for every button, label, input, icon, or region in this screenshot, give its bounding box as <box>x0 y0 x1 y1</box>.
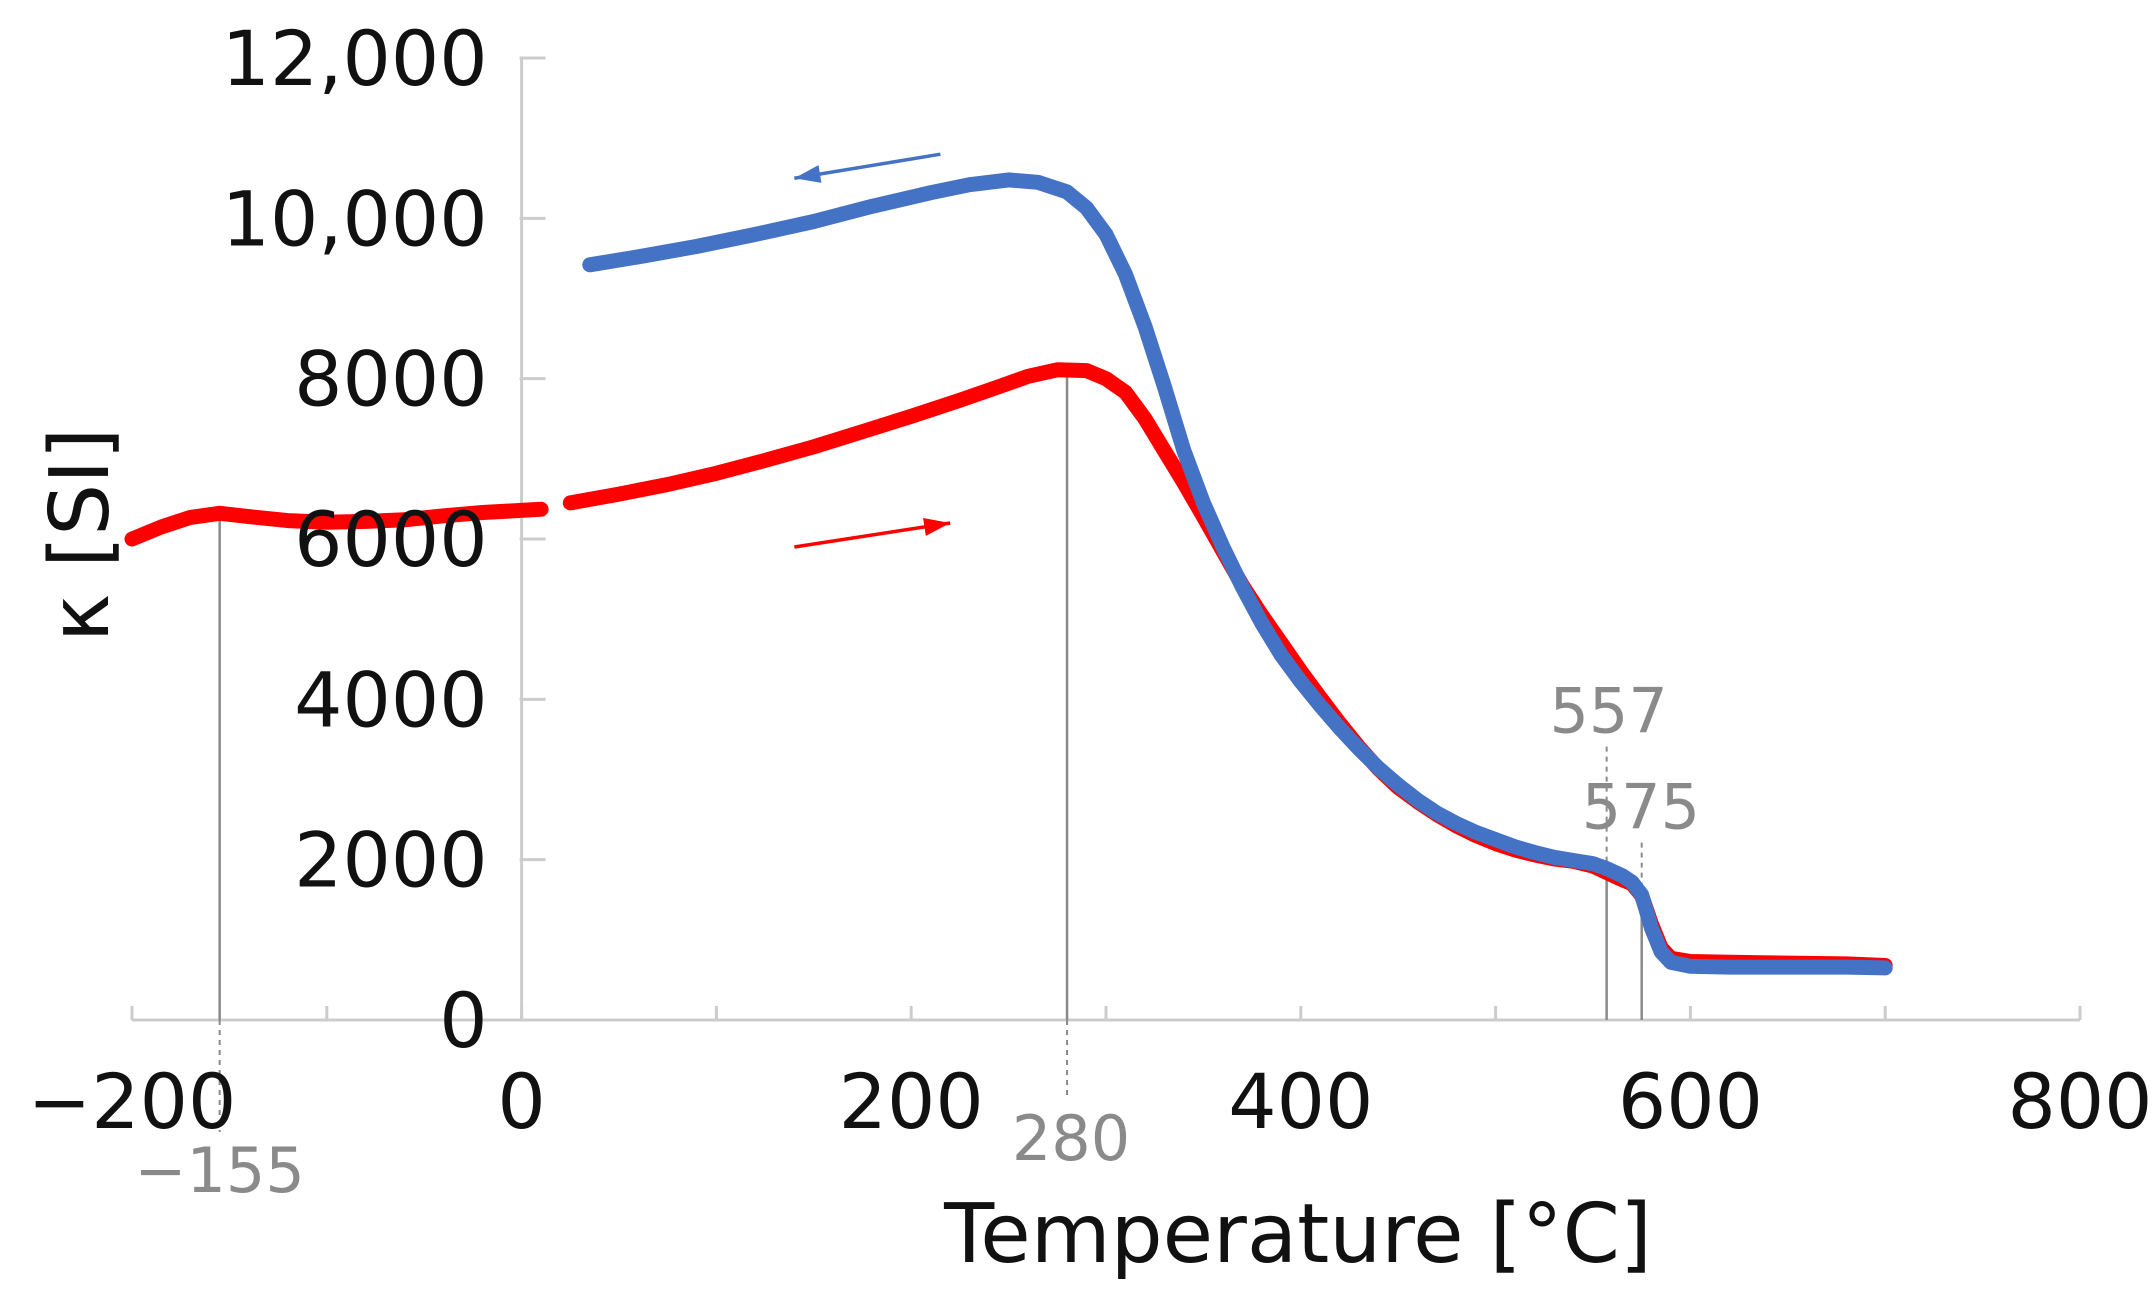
y-tick-label: 8000 <box>294 335 487 424</box>
y-tick-label: 6000 <box>294 495 487 584</box>
cooling-curve <box>582 172 1893 976</box>
x-tick-label: 800 <box>2007 1057 2152 1146</box>
x-tick-label: 400 <box>1228 1057 1373 1146</box>
y-tick-label: 12,000 <box>222 14 488 103</box>
axes-group <box>130 56 2082 1022</box>
heating-curve <box>124 501 549 547</box>
annotation-lines-group <box>218 370 1643 1132</box>
x-tick-label: 0 <box>497 1057 545 1146</box>
labels-group: Temperature [°C] κ [SI] −200 0 200 400 600 80… <box>28 14 2153 1282</box>
y-tick-label: 10,000 <box>222 174 488 263</box>
annotation-label: 557 <box>1549 675 1667 748</box>
x-tick-label: 600 <box>1618 1057 1763 1146</box>
heating-curve <box>562 362 1893 973</box>
direction-arrows-group <box>794 152 951 549</box>
annotation-label: 575 <box>1582 771 1700 844</box>
heating-direction-arrowhead <box>923 518 951 536</box>
heating-direction-arrow <box>794 521 951 549</box>
y-tick-label: 0 <box>439 976 487 1065</box>
annotation-label: 280 <box>1012 1102 1130 1175</box>
y-tick-label: 4000 <box>294 655 487 744</box>
y-tick-label: 2000 <box>294 816 487 905</box>
cooling-direction-arrowhead <box>794 165 822 183</box>
x-axis-title: Temperature [°C] <box>943 1187 1652 1282</box>
x-tick-label: −200 <box>28 1057 237 1146</box>
annotation-label: −155 <box>135 1134 305 1207</box>
x-tick-label: 200 <box>839 1057 984 1146</box>
y-axis-title: κ [SI] <box>33 428 128 643</box>
series-group <box>124 172 1893 976</box>
